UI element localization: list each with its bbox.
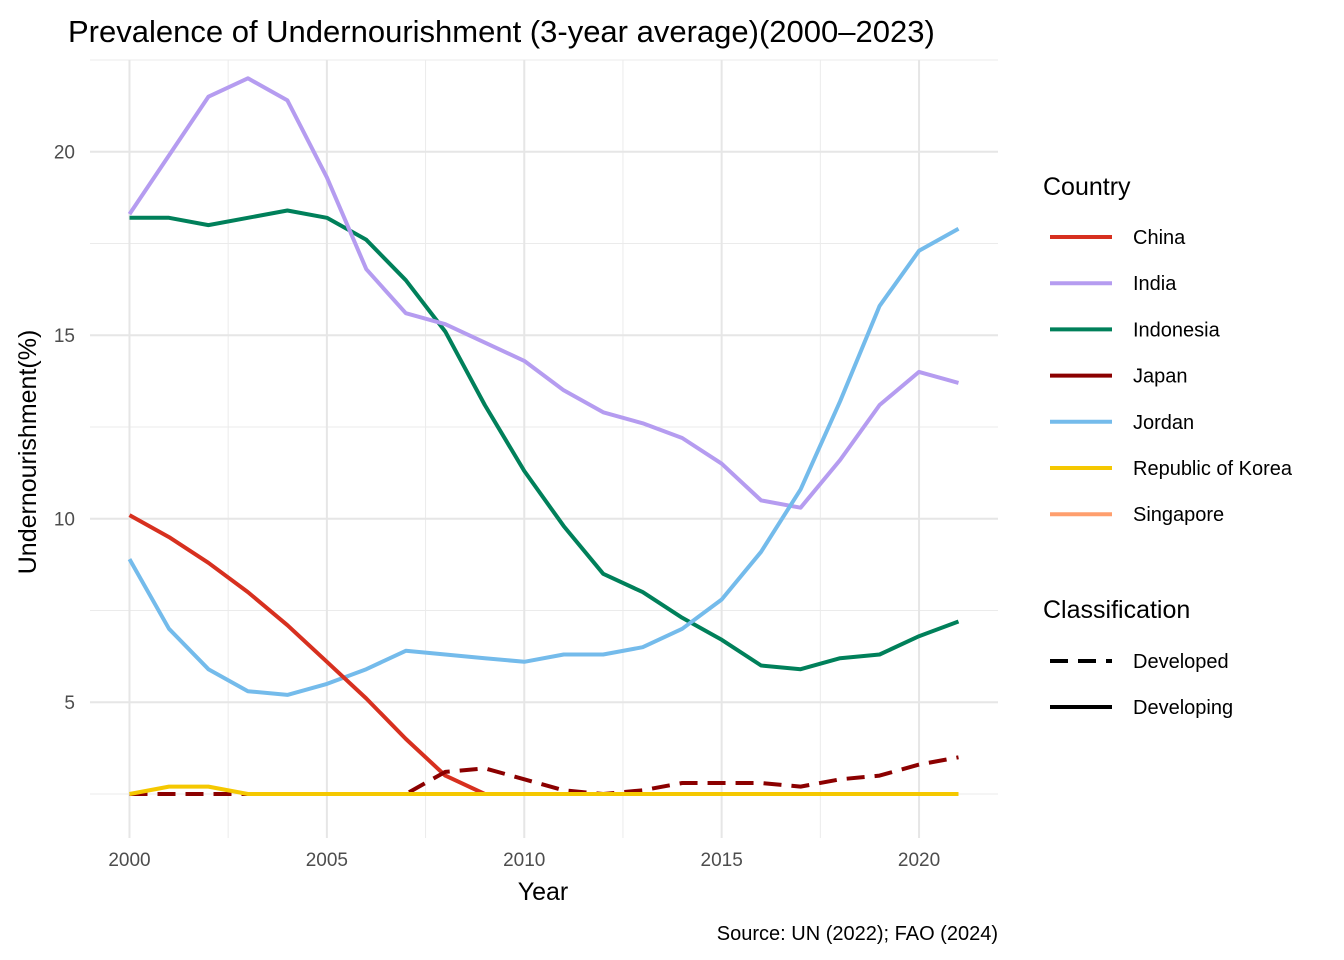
y-tick-label: 20 [54,143,75,164]
x-tick-label: 2010 [503,850,545,871]
series-lines [127,76,960,796]
series-line-indonesia [129,208,960,672]
legend-title-country: Country [1043,173,1131,201]
gridlines [90,59,998,838]
y-tick-label: 5 [64,693,75,714]
y-tick-label: 15 [54,326,75,347]
legend: Country China India Indonesia Japan Jordan Re… [1043,173,1293,719]
legend-title-classification: Classification [1043,596,1190,624]
y-axis-title: Undernourishment(%) [14,330,42,575]
legend-label: India [1133,273,1177,295]
legend-country-items: China India Indonesia Japan Jordan Republic o… [1050,227,1293,526]
chart-title: Prevalence of Undernourishment (3-year a… [68,14,935,49]
x-tick-label: 2000 [108,850,150,871]
legend-classification-items: Developed Developing [1050,651,1233,719]
series-line-india [127,76,960,510]
series-line-china [128,513,959,796]
legend-label: Singapore [1133,504,1224,526]
legend-label: Developed [1133,651,1229,673]
legend-label: Indonesia [1133,319,1221,341]
y-axis-ticks: 5 10 15 20 [54,143,75,714]
x-tick-label: 2020 [898,850,940,871]
x-axis-title: Year [518,878,569,906]
x-tick-label: 2015 [701,850,743,871]
series-line-jordan [127,227,960,697]
legend-label: Japan [1133,366,1188,388]
legend-label: Developing [1133,697,1233,719]
y-tick-label: 10 [54,510,75,531]
legend-label: Jordan [1133,412,1194,434]
source-caption: Source: UN (2022); FAO (2024) [717,923,998,945]
x-axis-ticks: 2000 2005 2010 2015 2020 [108,850,940,871]
legend-label: China [1133,227,1186,249]
legend-label: Republic of Korea [1133,458,1293,480]
series-line-japan [129,755,959,796]
series-line-republic-of-korea [129,784,959,796]
x-tick-label: 2005 [306,850,348,871]
